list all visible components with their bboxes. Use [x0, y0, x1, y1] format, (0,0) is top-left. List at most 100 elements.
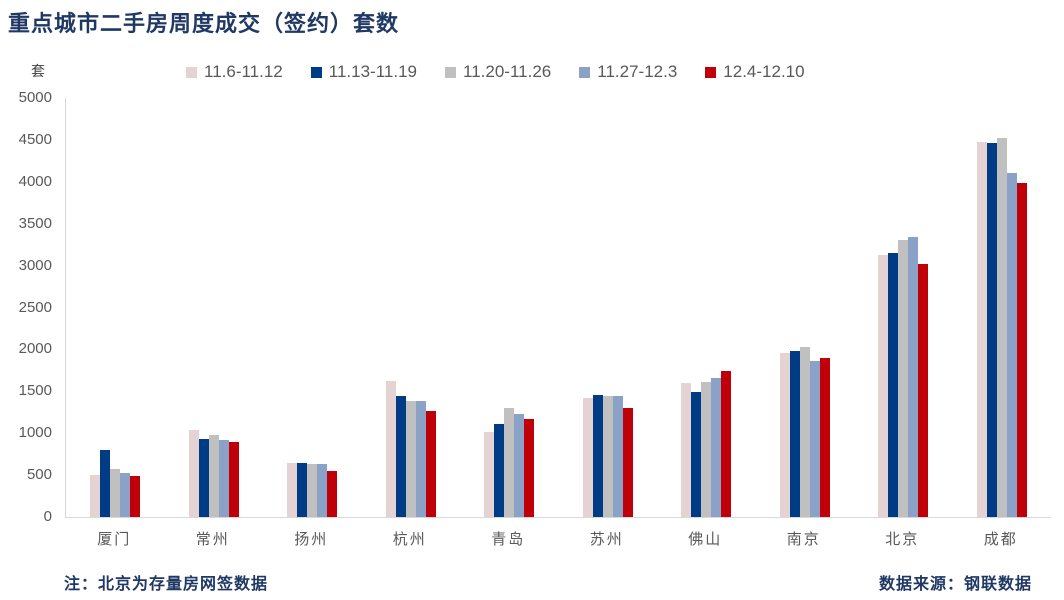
bar	[100, 450, 111, 517]
legend-label: 11.27-12.3	[597, 62, 678, 81]
bar	[779, 352, 790, 517]
bar	[415, 400, 426, 517]
bar	[612, 395, 623, 517]
bar-group-4	[460, 98, 559, 517]
legend-item: 11.20-11.26	[445, 62, 551, 82]
chart-title: 重点城市二手房周度成交（签约）套数	[8, 11, 400, 37]
bar	[986, 143, 997, 517]
plot-area	[65, 98, 1051, 518]
bar-group-3	[362, 98, 461, 517]
bar	[524, 419, 535, 517]
legend-swatch-icon	[579, 66, 591, 78]
bar	[701, 381, 712, 517]
bar	[198, 438, 209, 517]
y-axis-tick-label: 5000	[18, 89, 52, 106]
legend-label: 11.20-11.26	[463, 62, 552, 81]
bar	[918, 263, 929, 517]
x-axis-label: 北京	[885, 531, 920, 548]
legend-item: 11.27-12.3	[579, 62, 677, 82]
legend-label: 12.4-12.10	[723, 62, 805, 81]
y-axis-tick-labels: 0 500 1000 1500 2000 2500 3000 3500 4000 4500 5000	[0, 89, 58, 525]
y-axis-tick-label: 2000	[18, 340, 52, 358]
legend-label: 11.6-11.12	[204, 62, 283, 81]
bar	[385, 381, 396, 517]
data-source-text: 数据来源：钢联数据	[878, 574, 1032, 593]
bar-group-2	[263, 98, 362, 517]
bar	[228, 441, 239, 517]
legend-label: 11.13-11.19	[328, 62, 418, 81]
bar	[287, 463, 298, 517]
legend-swatch-icon	[705, 66, 717, 78]
bar	[494, 423, 505, 517]
bar	[681, 382, 692, 517]
legend-swatch-icon	[310, 66, 322, 78]
x-axis-label: 扬州	[294, 531, 329, 548]
bar	[996, 138, 1007, 517]
legend-item: 11.6-11.12	[186, 62, 283, 82]
bar	[297, 462, 308, 517]
bar	[425, 410, 436, 517]
bar-group-6	[657, 98, 756, 517]
bar	[908, 237, 919, 517]
bar	[898, 240, 909, 517]
legend-item: 11.13-11.19	[310, 62, 418, 82]
bar	[819, 357, 830, 517]
bar	[130, 475, 141, 517]
legend-swatch-icon	[186, 66, 197, 78]
y-axis-tick-label: 3500	[18, 214, 52, 232]
bar-group-1	[165, 98, 264, 517]
bar	[120, 473, 131, 517]
bar	[602, 395, 613, 517]
bar	[90, 474, 101, 517]
bar	[317, 463, 328, 517]
bar-group-5	[559, 98, 658, 517]
bar	[188, 429, 199, 517]
legend: 11.6-11.12 11.13-11.19 11.20-11.26 11.27-12…	[186, 62, 805, 82]
bar-group-9	[953, 98, 1052, 517]
y-axis-unit-label: 套	[31, 64, 45, 80]
y-axis-tick-label: 0	[43, 508, 52, 525]
bar	[582, 397, 593, 517]
y-axis-tick-label: 3000	[18, 256, 52, 274]
x-axis-label: 杭州	[392, 531, 427, 548]
x-axis-label: 常州	[195, 531, 230, 548]
x-axis-label: 青岛	[491, 531, 526, 548]
bar	[622, 408, 633, 517]
bar	[514, 413, 525, 517]
y-axis-tick-label: 500	[26, 466, 52, 484]
x-axis-label: 成都	[983, 531, 1018, 548]
bar-group-7	[756, 98, 855, 517]
bar	[504, 407, 515, 517]
y-axis-tick-label: 2500	[18, 298, 52, 316]
bar	[721, 370, 732, 517]
bar	[405, 401, 416, 517]
x-axis-label: 佛山	[688, 531, 723, 548]
x-axis-label: 南京	[786, 531, 821, 548]
y-axis-tick-label: 4500	[18, 130, 52, 148]
bar	[809, 361, 820, 517]
bar	[888, 252, 899, 517]
bar	[218, 439, 229, 517]
bar	[395, 395, 406, 517]
bar	[711, 377, 722, 517]
bar	[1006, 172, 1017, 517]
bar	[592, 394, 603, 517]
bar	[1016, 182, 1027, 517]
legend-item: 12.4-12.10	[705, 62, 805, 82]
y-axis-tick-label: 1000	[18, 424, 52, 442]
bar	[484, 432, 495, 517]
bar	[208, 434, 219, 517]
footnote-text: 注：北京为存量房网签数据	[64, 574, 269, 593]
bar	[976, 142, 987, 517]
bar	[307, 464, 318, 517]
y-axis-tick-label: 1500	[18, 382, 52, 400]
legend-swatch-icon	[445, 66, 457, 78]
bar-group-8	[854, 98, 953, 517]
x-axis-labels: 厦门 常州 扬州 杭州 青岛 苏州 佛山 南京 北京 成都	[65, 528, 1050, 549]
x-axis-label: 厦门	[97, 531, 132, 548]
bar	[691, 392, 702, 517]
bar	[878, 254, 889, 517]
x-axis-label: 苏州	[589, 531, 624, 548]
bar	[789, 350, 800, 517]
